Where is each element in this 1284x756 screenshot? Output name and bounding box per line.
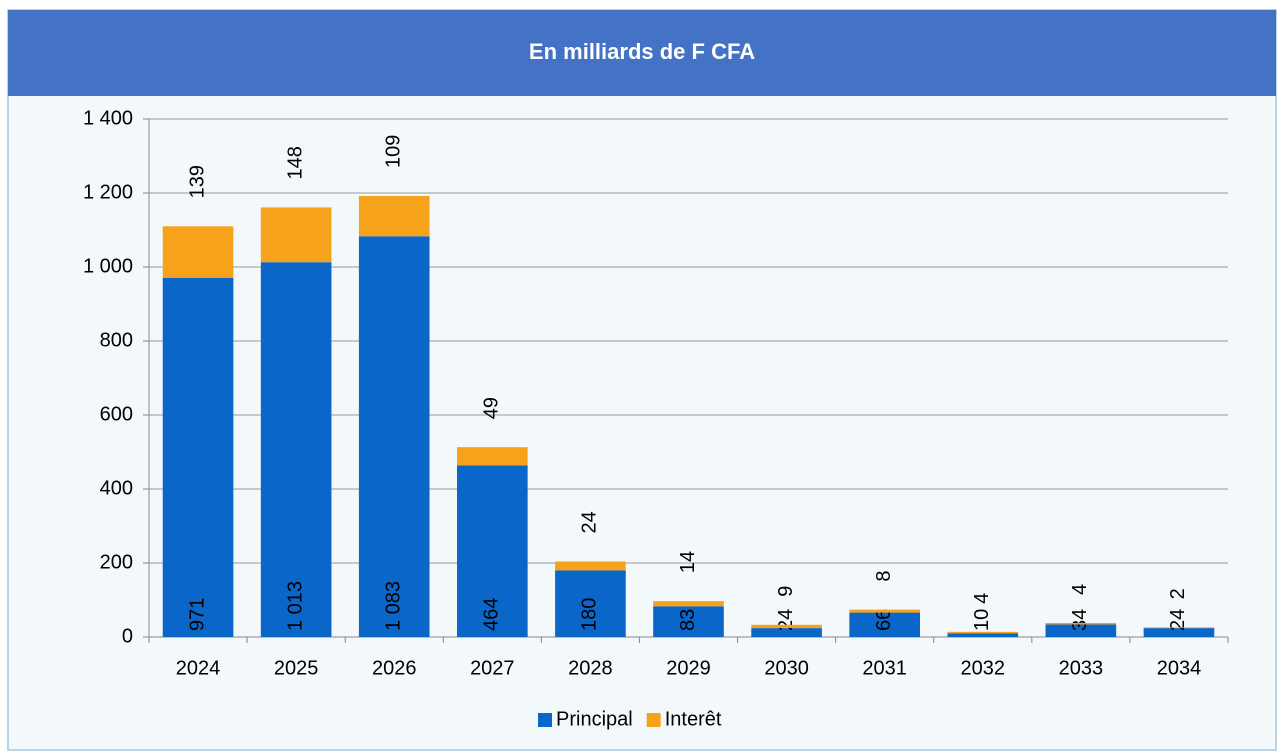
y-tick-label: 600: [100, 403, 133, 425]
legend-label: Interêt: [665, 708, 722, 730]
bar-segment: [947, 631, 1019, 634]
bar-segment: [849, 612, 920, 637]
bar-segment: [1143, 628, 1215, 637]
data-label: 4: [1069, 584, 1091, 595]
data-label: 148: [284, 146, 306, 179]
y-tick-label: 400: [100, 477, 133, 499]
bar-segment: [457, 465, 528, 637]
bar-segment: [457, 447, 528, 466]
x-tick-label: 2030: [764, 657, 809, 679]
y-tick-label: 0: [122, 625, 133, 647]
bar-segment: [555, 561, 626, 571]
x-tick-label: 2027: [470, 657, 515, 679]
x-tick-label: 2025: [274, 657, 319, 679]
data-label: 24: [579, 511, 601, 533]
bar-segment: [358, 236, 430, 638]
data-label: 83: [677, 609, 699, 631]
data-label: 464: [481, 598, 503, 631]
chart-title: En milliards de F CFA: [529, 39, 755, 64]
y-tick-label: 1 200: [83, 181, 133, 203]
x-tick-label: 2034: [1157, 657, 1202, 679]
bar-segment: [653, 601, 724, 607]
data-label: 4: [971, 593, 993, 604]
data-label: 180: [579, 598, 601, 631]
bar-segment: [653, 606, 724, 637]
legend-label: Principal: [556, 708, 633, 730]
data-label: 24: [1167, 609, 1189, 631]
x-tick-label: 2028: [568, 657, 613, 679]
data-label: 139: [186, 165, 208, 198]
data-label: 971: [186, 598, 208, 631]
data-label: 34: [1069, 609, 1091, 631]
bar-segment: [947, 633, 1019, 637]
bar-segment: [162, 226, 234, 278]
legend-swatch: [538, 713, 552, 727]
data-label: 14: [677, 551, 699, 573]
x-tick-label: 2026: [372, 657, 417, 679]
bar-segment: [1045, 622, 1117, 625]
bar-segment: [751, 624, 822, 629]
legend-swatch: [646, 713, 661, 727]
data-label: 109: [383, 135, 405, 168]
x-tick-label: 2032: [961, 657, 1006, 679]
title-band: [8, 10, 1276, 96]
bar-segment: [849, 609, 920, 613]
y-tick-label: 800: [100, 329, 133, 351]
bar-segment: [260, 207, 332, 263]
data-label: 1 083: [383, 581, 405, 631]
x-tick-label: 2024: [176, 657, 221, 679]
data-label: 8: [873, 570, 895, 581]
y-tick-label: 200: [100, 551, 133, 573]
y-tick-label: 1 400: [83, 107, 133, 129]
bar-segment: [555, 570, 626, 637]
bar-segment: [751, 628, 822, 637]
bar-segment: [162, 277, 234, 637]
data-label: 49: [481, 397, 503, 419]
x-tick-label: 2033: [1059, 657, 1104, 679]
data-label: 2: [1167, 588, 1189, 599]
bar-segment: [1045, 624, 1117, 637]
x-tick-label: 2029: [666, 657, 711, 679]
x-tick-label: 2031: [862, 657, 907, 679]
bar-segment: [260, 262, 332, 637]
bar-segment: [358, 195, 430, 237]
data-label: 9: [775, 586, 797, 597]
y-tick-label: 1 000: [83, 255, 133, 277]
data-label: 10: [971, 609, 993, 631]
data-label: 1 013: [284, 581, 306, 631]
data-label: 66: [873, 609, 895, 631]
bar-segment: [1143, 627, 1215, 629]
